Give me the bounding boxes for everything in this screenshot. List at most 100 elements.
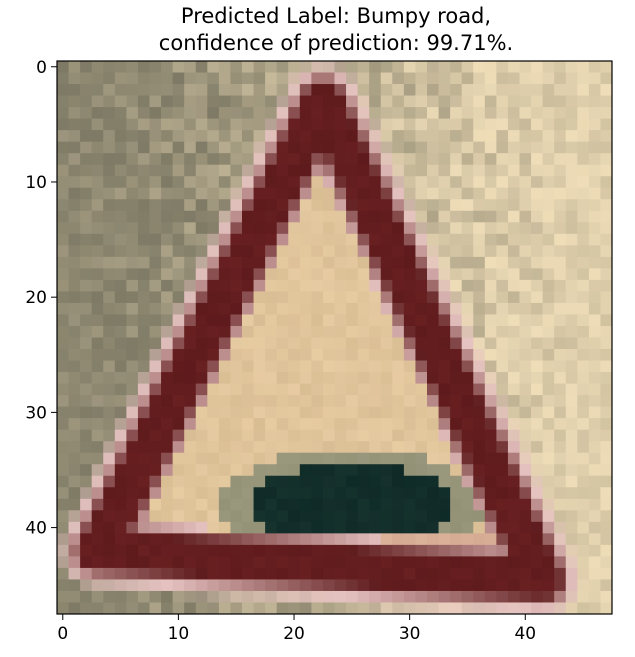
image-pixel: [554, 498, 567, 511]
image-pixel: [577, 487, 590, 500]
image-pixel: [195, 210, 208, 223]
image-pixel: [565, 84, 578, 96]
image-pixel: [149, 579, 162, 592]
image-pixel: [242, 222, 254, 235]
image-pixel: [334, 210, 347, 223]
image-pixel: [276, 487, 289, 500]
image-pixel: [114, 395, 127, 408]
image-pixel: [403, 291, 416, 304]
image-pixel: [473, 291, 486, 304]
image-pixel: [91, 464, 104, 477]
image-pixel: [253, 72, 266, 85]
image-pixel: [276, 325, 289, 338]
image-pixel: [415, 464, 428, 477]
image-pixel: [334, 176, 347, 189]
image-pixel: [600, 61, 613, 73]
image-pixel: [507, 256, 520, 269]
image-pixel: [161, 383, 174, 396]
image-pixel: [149, 406, 162, 419]
image-pixel: [103, 153, 116, 166]
image-pixel: [588, 602, 601, 615]
image-pixel: [507, 452, 520, 465]
image-pixel: [114, 487, 127, 500]
image-pixel: [230, 360, 243, 373]
image-pixel: [195, 544, 208, 557]
image-pixel: [415, 337, 428, 350]
image-pixel: [392, 314, 405, 327]
image-pixel: [519, 130, 532, 143]
image-pixel: [346, 602, 359, 615]
image-pixel: [80, 498, 93, 511]
image-pixel: [311, 118, 324, 131]
image-pixel: [577, 360, 590, 373]
image-pixel: [542, 245, 555, 258]
image-pixel: [577, 233, 590, 246]
image-pixel: [577, 84, 590, 96]
image-pixel: [311, 233, 324, 246]
image-pixel: [288, 464, 301, 477]
image-pixel: [276, 567, 289, 580]
image-pixel: [149, 521, 162, 534]
image-pixel: [577, 210, 590, 223]
image-pixel: [577, 579, 590, 592]
image-pixel: [496, 245, 509, 258]
image-pixel: [600, 590, 613, 603]
image-pixel: [91, 498, 104, 511]
image-pixel: [554, 210, 567, 223]
image-pixel: [588, 475, 601, 488]
image-pixel: [137, 222, 150, 235]
image-pixel: [403, 544, 416, 557]
image-pixel: [161, 199, 174, 212]
image-pixel: [195, 556, 208, 569]
image-pixel: [565, 268, 578, 281]
image-pixel: [519, 521, 532, 534]
image-pixel: [357, 441, 370, 454]
image-pixel: [565, 291, 578, 304]
image-pixel: [346, 406, 359, 419]
image-pixel: [600, 464, 613, 477]
image-pixel: [91, 118, 104, 131]
image-pixel: [114, 567, 127, 580]
image-pixel: [57, 383, 69, 396]
image-pixel: [427, 337, 439, 350]
image-pixel: [496, 395, 509, 408]
image-pixel: [496, 418, 509, 431]
image-pixel: [380, 107, 393, 119]
image-pixel: [357, 579, 370, 592]
image-pixel: [577, 337, 590, 350]
image-pixel: [288, 210, 301, 223]
image-pixel: [114, 521, 127, 534]
image-pixel: [68, 360, 81, 373]
image-pixel: [253, 441, 266, 454]
image-pixel: [346, 222, 359, 235]
image-pixel: [531, 164, 544, 177]
image-pixel: [588, 579, 601, 592]
image-pixel: [473, 533, 486, 546]
image-pixel: [461, 602, 474, 615]
image-pixel: [334, 521, 347, 534]
image-pixel: [126, 349, 139, 361]
image-pixel: [195, 567, 208, 580]
image-pixel: [519, 464, 532, 477]
image-pixel: [114, 279, 127, 292]
image-pixel: [484, 429, 497, 442]
image-pixel: [161, 395, 174, 408]
image-pixel: [172, 498, 185, 511]
image-pixel: [392, 141, 405, 154]
image-pixel: [427, 579, 439, 592]
image-pixel: [184, 602, 197, 615]
image-pixel: [149, 210, 162, 223]
image-pixel: [531, 372, 544, 384]
image-pixel: [600, 72, 613, 85]
image-pixel: [149, 84, 162, 96]
image-pixel: [57, 418, 69, 431]
image-pixel: [68, 279, 81, 292]
image-pixel: [126, 118, 139, 131]
image-pixel: [184, 383, 197, 396]
image-pixel: [114, 302, 127, 315]
image-pixel: [137, 84, 150, 96]
image-pixel: [322, 567, 335, 580]
image-pixel: [577, 187, 590, 200]
image-pixel: [322, 544, 335, 557]
image-pixel: [172, 130, 185, 143]
